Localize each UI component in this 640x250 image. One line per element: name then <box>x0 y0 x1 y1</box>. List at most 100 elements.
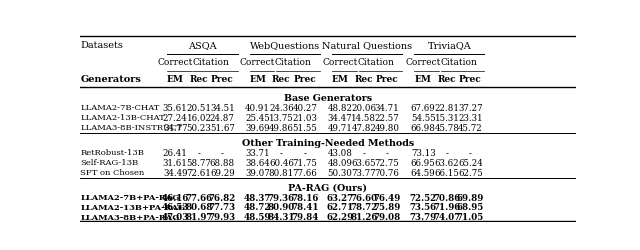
Text: 72.75: 72.75 <box>374 158 399 167</box>
Text: 70.76: 70.76 <box>374 168 399 177</box>
Text: 76.49: 76.49 <box>373 193 401 202</box>
Text: 71.96: 71.96 <box>433 202 461 211</box>
Text: 81.26: 81.26 <box>350 212 378 222</box>
Text: Prec: Prec <box>459 74 482 84</box>
Text: LLAMA2-7B+PA-RAG: LLAMA2-7B+PA-RAG <box>81 193 180 201</box>
Text: -: - <box>280 148 283 157</box>
Text: 66.98: 66.98 <box>411 123 436 132</box>
Text: 24.87: 24.87 <box>210 114 235 122</box>
Text: 48.72: 48.72 <box>244 202 271 211</box>
Text: -: - <box>198 148 200 157</box>
Text: 68.95: 68.95 <box>457 202 484 211</box>
Text: 47.82: 47.82 <box>351 123 376 132</box>
Text: 81.97: 81.97 <box>186 212 212 222</box>
Text: 69.89: 69.89 <box>457 193 484 202</box>
Text: 31.61: 31.61 <box>163 158 188 167</box>
Text: 76.60: 76.60 <box>350 193 377 202</box>
Text: Citation: Citation <box>440 58 477 67</box>
Text: 74.07: 74.07 <box>433 212 461 222</box>
Text: 54.55: 54.55 <box>411 114 436 122</box>
Text: 79.36: 79.36 <box>268 193 295 202</box>
Text: EM: EM <box>415 74 431 84</box>
Text: LLAMA3-8B+PA-RAG: LLAMA3-8B+PA-RAG <box>81 213 180 221</box>
Text: 78.16: 78.16 <box>291 193 318 202</box>
Text: TriviaQA: TriviaQA <box>428 41 471 50</box>
Text: Correct: Correct <box>157 58 193 67</box>
Text: 58.77: 58.77 <box>187 158 211 167</box>
Text: -: - <box>303 148 306 157</box>
Text: 67.69: 67.69 <box>411 104 436 112</box>
Text: -: - <box>385 148 388 157</box>
Text: 26.41: 26.41 <box>163 148 188 157</box>
Text: 69.29: 69.29 <box>210 168 235 177</box>
Text: Rec: Rec <box>272 74 291 84</box>
Text: 76.82: 76.82 <box>209 193 236 202</box>
Text: -: - <box>221 148 224 157</box>
Text: 70.86: 70.86 <box>433 193 461 202</box>
Text: 73.77: 73.77 <box>351 168 376 177</box>
Text: Prec: Prec <box>293 74 316 84</box>
Text: 79.93: 79.93 <box>209 212 236 222</box>
Text: 66.15: 66.15 <box>435 168 460 177</box>
Text: 62.71: 62.71 <box>326 202 353 211</box>
Text: 84.31: 84.31 <box>268 212 295 222</box>
Text: Rec: Rec <box>438 74 456 84</box>
Text: 21.03: 21.03 <box>292 114 317 122</box>
Text: LLAMA2-13B-CHAT: LLAMA2-13B-CHAT <box>81 114 165 122</box>
Text: 49.80: 49.80 <box>374 123 399 132</box>
Text: 20.51: 20.51 <box>186 104 212 112</box>
Text: Self-RAG-13B: Self-RAG-13B <box>81 159 139 166</box>
Text: Rec: Rec <box>189 74 209 84</box>
Text: 60.46: 60.46 <box>269 158 294 167</box>
Text: Rec: Rec <box>355 74 373 84</box>
Text: 77.66: 77.66 <box>292 168 317 177</box>
Text: Citation: Citation <box>357 58 394 67</box>
Text: 62.29: 62.29 <box>326 212 353 222</box>
Text: 79.84: 79.84 <box>291 212 318 222</box>
Text: 63.27: 63.27 <box>326 193 353 202</box>
Text: RetRobust-13B: RetRobust-13B <box>81 149 145 157</box>
Text: ASQA: ASQA <box>188 41 216 50</box>
Text: Citation: Citation <box>275 58 312 67</box>
Text: 63.62: 63.62 <box>435 158 460 167</box>
Text: 71.75: 71.75 <box>292 158 317 167</box>
Text: PA-RAG (Ours): PA-RAG (Ours) <box>289 183 367 192</box>
Text: 45.78: 45.78 <box>435 123 460 132</box>
Text: 49.86: 49.86 <box>269 123 294 132</box>
Text: LLAMA3-8B-INSTRUCT: LLAMA3-8B-INSTRUCT <box>81 124 182 132</box>
Text: 72.52: 72.52 <box>410 193 436 202</box>
Text: Generators: Generators <box>81 74 141 84</box>
Text: 34.77: 34.77 <box>163 123 188 132</box>
Text: 22.81: 22.81 <box>435 104 460 112</box>
Text: 80.90: 80.90 <box>268 202 295 211</box>
Text: 35.61: 35.61 <box>163 104 188 112</box>
Text: 25.45: 25.45 <box>245 114 270 122</box>
Text: Natural Questions: Natural Questions <box>323 41 413 50</box>
Text: 46.53: 46.53 <box>162 202 189 211</box>
Text: WebQuestions: WebQuestions <box>250 41 320 50</box>
Text: 48.09: 48.09 <box>328 158 353 167</box>
Text: 43.08: 43.08 <box>328 148 353 157</box>
Text: 45.72: 45.72 <box>458 123 483 132</box>
Text: 48.59: 48.59 <box>244 212 271 222</box>
Text: 65.24: 65.24 <box>458 158 483 167</box>
Text: 72.61: 72.61 <box>187 168 211 177</box>
Text: EM: EM <box>167 74 184 84</box>
Text: 51.55: 51.55 <box>292 123 317 132</box>
Text: 40.27: 40.27 <box>292 104 317 112</box>
Text: 34.71: 34.71 <box>374 104 399 112</box>
Text: Correct: Correct <box>322 58 358 67</box>
Text: 78.72: 78.72 <box>350 202 378 211</box>
Text: -: - <box>469 148 472 157</box>
Text: 39.07: 39.07 <box>245 168 270 177</box>
Text: Prec: Prec <box>376 74 398 84</box>
Text: -: - <box>445 148 449 157</box>
Text: Prec: Prec <box>211 74 234 84</box>
Text: 13.75: 13.75 <box>269 114 294 122</box>
Text: 73.56: 73.56 <box>410 202 436 211</box>
Text: 73.79: 73.79 <box>410 212 436 222</box>
Text: Other Training-Needed Methods: Other Training-Needed Methods <box>242 138 414 147</box>
Text: 47.03: 47.03 <box>162 212 189 222</box>
Text: 51.67: 51.67 <box>210 123 235 132</box>
Text: 50.30: 50.30 <box>328 168 353 177</box>
